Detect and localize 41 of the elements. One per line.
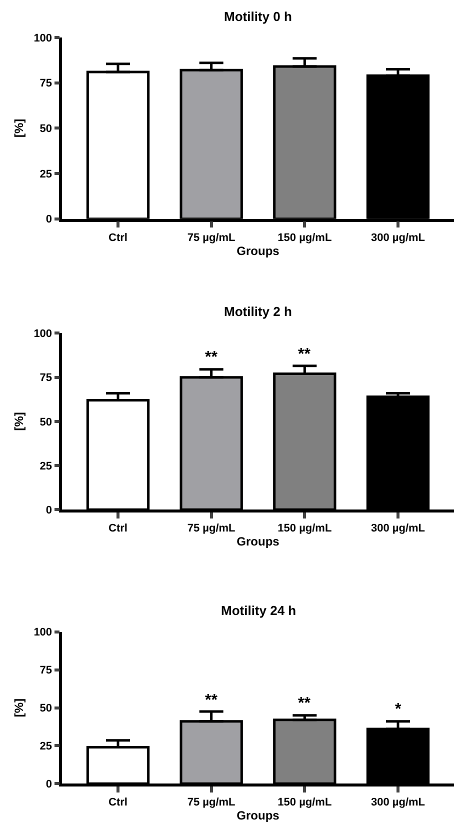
annotation: ** xyxy=(205,349,218,366)
x-axis-title: Groups xyxy=(236,808,280,823)
y-tick-label: 50 xyxy=(40,702,52,715)
y-tick-label: 25 xyxy=(40,168,52,180)
chart-title: Motility 24 h xyxy=(221,603,296,618)
x-axis-title: Groups xyxy=(236,534,280,549)
y-axis-title: [%] xyxy=(12,118,26,138)
y-tick-label: 0 xyxy=(46,214,52,226)
x-tick-label: 75 µg/mL xyxy=(187,796,236,809)
x-axis-title: Groups xyxy=(236,244,280,258)
x-tick-label: 150 µg/mL xyxy=(278,796,332,809)
x-tick-label: 150 µg/mL xyxy=(278,522,332,535)
y-tick-label: 50 xyxy=(40,416,52,428)
y-axis-title: [%] xyxy=(12,698,26,718)
x-tick-label: Ctrl xyxy=(108,796,128,809)
y-tick-label: 25 xyxy=(40,460,52,472)
x-tick-label: 75 µg/mL xyxy=(187,522,236,535)
chart-title: Motility 0 h xyxy=(224,9,292,24)
annotation: * xyxy=(395,701,402,718)
y-tick-label: 100 xyxy=(34,32,52,44)
x-tick-label: 300 µg/mL xyxy=(370,232,426,244)
x-tick-label: 300 µg/mL xyxy=(370,522,426,535)
y-tick-label: 25 xyxy=(40,740,52,753)
annotation: ** xyxy=(298,695,312,712)
y-tick-label: 50 xyxy=(40,123,52,136)
x-tick-label: Ctrl xyxy=(108,232,128,244)
chart-title: Motility 2 h xyxy=(224,304,292,319)
x-tick-label: 150 µg/mL xyxy=(278,232,332,244)
x-tick-label: 300 µg/mL xyxy=(370,796,426,809)
y-tick-label: 100 xyxy=(34,328,52,340)
y-tick-label: 100 xyxy=(34,626,52,639)
annotation: ** xyxy=(298,346,312,363)
y-tick-label: 75 xyxy=(40,372,52,384)
y-tick-label: 75 xyxy=(40,78,52,90)
x-tick-label: Ctrl xyxy=(108,522,128,535)
annotation: ** xyxy=(205,692,218,709)
y-axis-title: [%] xyxy=(12,412,26,431)
y-tick-label: 0 xyxy=(46,778,52,791)
x-tick-label: 75 µg/mL xyxy=(187,232,236,244)
y-tick-label: 0 xyxy=(46,504,52,516)
y-tick-label: 75 xyxy=(40,664,52,677)
